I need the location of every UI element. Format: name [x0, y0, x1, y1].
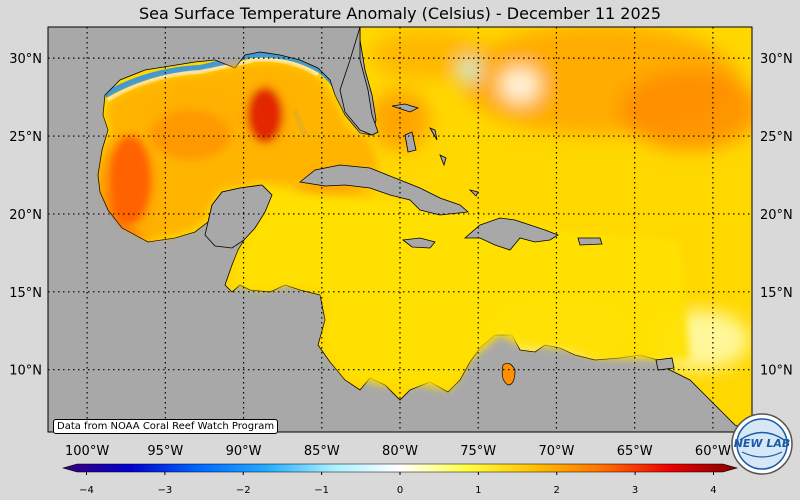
- lon-tick-label: 65°W: [617, 444, 653, 459]
- land-trinidad: [655, 357, 675, 371]
- lake-maracaibo: [501, 363, 516, 386]
- lat-tick-label-right: 25°N: [760, 130, 793, 145]
- lat-tick-label-right: 20°N: [760, 208, 793, 223]
- colorbar-tick-label: 2: [554, 485, 560, 496]
- lat-tick-label-right: 30°N: [760, 52, 793, 67]
- colorbar-tick-label: 4: [710, 485, 716, 496]
- colorbar-tick-label: 3: [632, 485, 638, 496]
- lon-tick-label: 90°W: [226, 444, 262, 459]
- lab-logo: NEW LAB: [731, 413, 793, 475]
- lat-tick-label-right: 15°N: [760, 286, 793, 301]
- lon-tick-label: 60°W: [695, 444, 731, 459]
- colorbar: −4 −3 −2 −1 0 1 2 3 4: [61, 463, 739, 496]
- islands: [204, 27, 675, 371]
- land-florida: [339, 27, 379, 136]
- colorbar-gradient: [61, 463, 739, 473]
- lat-tick-label-left: 10°N: [9, 364, 42, 379]
- land-cuba: [299, 164, 469, 216]
- lon-tick-label: 85°W: [304, 444, 340, 459]
- page-title: Sea Surface Temperature Anomaly (Celsius…: [139, 4, 661, 23]
- land-hispaniola: [463, 217, 559, 251]
- lon-tick-label: 80°W: [382, 444, 418, 459]
- lat-tick-label-left: 25°N: [9, 130, 42, 145]
- colorbar-tick-label: 0: [397, 485, 403, 496]
- colorbar-tick-label: −2: [236, 485, 251, 496]
- colorbar-tick-label: 1: [475, 485, 481, 496]
- lon-tick-label: 100°W: [65, 444, 109, 459]
- colorbar-ticks: −4 −3 −2 −1 0 1 2 3 4: [79, 472, 717, 496]
- land-puerto-rico: [577, 237, 603, 246]
- land-bahamas: [391, 103, 479, 197]
- lat-tick-label-left: 30°N: [9, 52, 42, 67]
- lat-tick-label-right: 10°N: [760, 364, 793, 379]
- map-area: [48, 27, 752, 432]
- colorbar-tick-label: −4: [79, 485, 94, 496]
- lat-tick-label-left: 15°N: [9, 286, 42, 301]
- lon-tick-label: 95°W: [147, 444, 183, 459]
- colorbar-tick-label: −1: [314, 485, 329, 496]
- logo-text: NEW LAB: [734, 437, 791, 450]
- data-credit: Data from NOAA Coral Reef Watch Program: [53, 419, 279, 434]
- colorbar-tick-label: −3: [158, 485, 173, 496]
- land-yucatan: [204, 184, 273, 249]
- lon-tick-label: 70°W: [538, 444, 574, 459]
- latitude-labels: 30°N 30°N 25°N 25°N 20°N 20°N 15°N 15°N 10°N 10°N: [9, 52, 793, 379]
- longitude-labels: 100°W 95°W 90°W 85°W 80°W 75°W 70°W 65°W 60°W: [65, 444, 731, 459]
- land-jamaica: [401, 237, 436, 249]
- lon-tick-label: 75°W: [460, 444, 496, 459]
- lat-tick-label-left: 20°N: [9, 208, 42, 223]
- map-frame: [47, 26, 753, 433]
